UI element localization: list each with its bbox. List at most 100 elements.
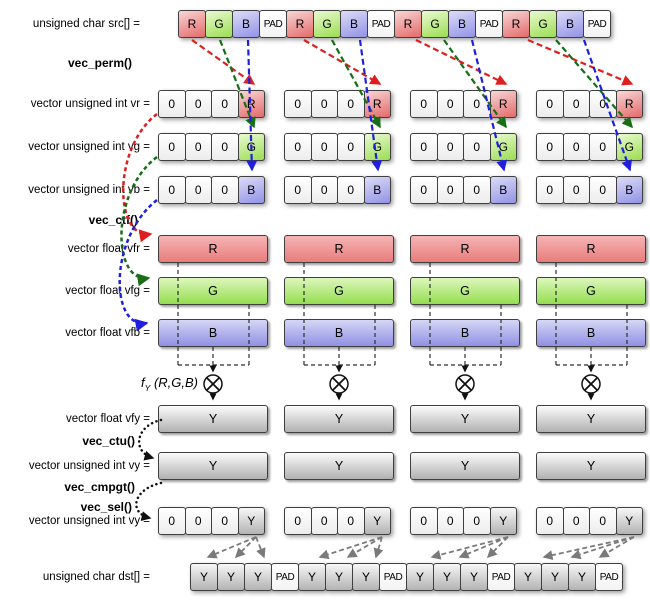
cell-g: G (313, 10, 341, 38)
cell-0: 0 (436, 507, 464, 535)
cell-y: Y (244, 563, 272, 591)
cell-0: 0 (536, 90, 564, 118)
cell-y: Y (237, 507, 265, 535)
cell-0: 0 (337, 90, 365, 118)
cell-r: R (394, 10, 422, 38)
cell-0: 0 (310, 507, 338, 535)
vector-bar-y: Y (284, 405, 394, 433)
vector-bar-g: G (284, 277, 394, 305)
pack-arrow-gray (373, 536, 384, 559)
fy-args: (R,G,B) (153, 375, 198, 391)
cell-0: 0 (310, 133, 338, 161)
cell-pad: PAD (475, 10, 503, 38)
cell-y: Y (406, 563, 434, 591)
vector-bar-g: G (158, 277, 268, 305)
cell-b: B (340, 10, 368, 38)
cell-0: 0 (562, 133, 590, 161)
pack-arrow-gray (430, 536, 509, 560)
cell-0: 0 (184, 507, 212, 535)
cell-pad: PAD (271, 563, 299, 591)
cell-0: 0 (337, 133, 365, 161)
cell-y: Y (217, 563, 245, 591)
cell-r: R (502, 10, 530, 38)
cell-r: R (489, 90, 517, 118)
cell-g: G (489, 133, 517, 161)
vec-ctf-label: vec_ctf() (88, 213, 138, 227)
cell-pad: PAD (595, 563, 623, 591)
cell-0: 0 (410, 133, 438, 161)
cell-0: 0 (284, 176, 312, 204)
cell-y: Y (325, 563, 353, 591)
pack-arrow-gray (234, 536, 257, 559)
cell-g: G (529, 10, 557, 38)
cell-0: 0 (158, 133, 186, 161)
vy2-label: vector unsigned int vy = (28, 515, 150, 527)
vector-bar-r: R (536, 235, 646, 263)
cell-0: 0 (562, 507, 590, 535)
vector-bar-y: Y (536, 405, 646, 433)
cell-0: 0 (310, 176, 338, 204)
cell-y: Y (489, 507, 517, 535)
cell-0: 0 (589, 507, 617, 535)
src-row: R G B PAD R G B PAD R G B PAD R G B PAD (178, 10, 611, 38)
fy-subscript: Y (144, 382, 151, 393)
cell-0: 0 (536, 133, 564, 161)
cell-0: 0 (463, 90, 491, 118)
dst-array-label: unsigned char dst[] = (42, 571, 150, 583)
vy-label: vector unsigned int vy = (28, 460, 150, 472)
fy-function-label: fY (R,G,B) (141, 375, 198, 393)
vg-label: vector unsigned int vg = (28, 141, 150, 153)
cell-0: 0 (410, 90, 438, 118)
vector-bar-b: B (410, 319, 520, 347)
cell-0: 0 (184, 90, 212, 118)
cell-y: Y (352, 563, 380, 591)
cell-0: 0 (184, 176, 212, 204)
cell-0: 0 (310, 90, 338, 118)
cell-pad: PAD (379, 563, 407, 591)
cell-0: 0 (562, 90, 590, 118)
cell-pad: PAD (487, 563, 515, 591)
vector-bar-y: Y (536, 452, 646, 480)
pack-arrow-gray (486, 536, 509, 559)
vector-bar-b: B (536, 319, 646, 347)
cell-0: 0 (158, 176, 186, 204)
cell-0: 0 (158, 507, 186, 535)
pack-arrow-gray (318, 536, 383, 560)
cell-0: 0 (463, 176, 491, 204)
vec-cmpgt-label: vec_cmpgt() (64, 480, 135, 494)
cell-0: 0 (211, 133, 239, 161)
cell-pad: PAD (367, 10, 395, 38)
cell-r: R (178, 10, 206, 38)
cell-b: B (237, 176, 265, 204)
multiply-icon (581, 374, 601, 394)
fy-f: f (141, 375, 145, 391)
cell-g: G (421, 10, 449, 38)
cell-0: 0 (536, 176, 564, 204)
cell-0: 0 (463, 133, 491, 161)
vfb-label: vector float vfb = (65, 327, 150, 339)
pack-arrow-gray (346, 536, 383, 558)
vector-bar-r: R (410, 235, 520, 263)
cell-0: 0 (184, 133, 212, 161)
cell-pad: PAD (583, 10, 611, 38)
cell-y: Y (541, 563, 569, 591)
cell-0: 0 (589, 90, 617, 118)
cell-b: B (556, 10, 584, 38)
vector-bar-r: R (158, 235, 268, 263)
cell-r: R (286, 10, 314, 38)
cell-0: 0 (436, 133, 464, 161)
pack-arrow-gray (598, 536, 635, 558)
src-array-label: unsigned char src[] = (32, 18, 140, 30)
